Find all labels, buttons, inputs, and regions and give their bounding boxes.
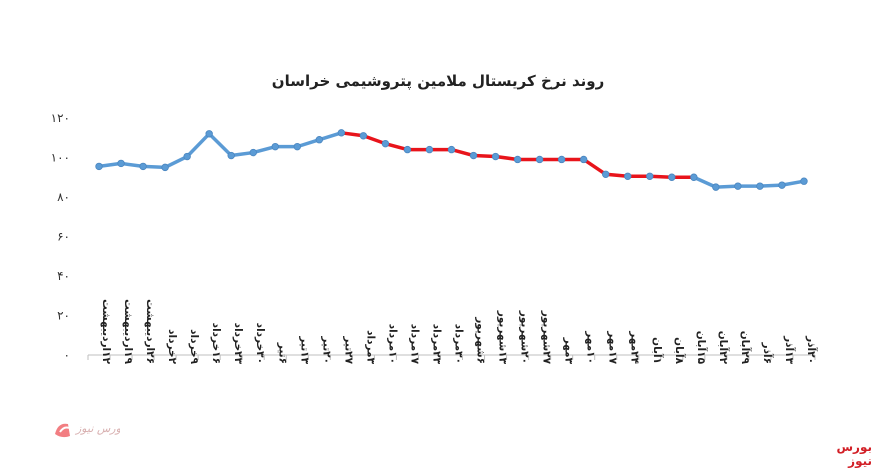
x-tick-label: ۲۰آذر <box>805 335 818 364</box>
x-tick-label: ۳مهر <box>563 337 575 365</box>
data-point <box>293 142 301 151</box>
data-point <box>425 145 434 154</box>
data-point <box>513 155 522 164</box>
data-point <box>95 162 103 171</box>
data-point <box>624 172 632 180</box>
data-point <box>117 159 125 168</box>
data-point <box>690 173 698 181</box>
bourse-news-logo-icon: بورس نیوز <box>55 422 120 438</box>
data-point <box>491 152 500 161</box>
x-tick-label: ۳مرداد <box>364 330 376 364</box>
data-point <box>205 130 213 138</box>
x-tick-label: ۸آبان <box>673 337 686 364</box>
y-tick-label: ۴۰ <box>57 269 70 283</box>
data-point <box>337 129 346 137</box>
x-tick-label: ۲۷تیر <box>342 335 354 364</box>
x-tick-label: ۱۶خرداد <box>210 323 222 364</box>
svg-text:بورس نیوز: بورس نیوز <box>74 422 120 435</box>
data-point <box>646 172 654 180</box>
data-point <box>249 148 257 157</box>
y-tick-label: ۱۲۰ <box>51 111 70 125</box>
data-point <box>381 139 390 148</box>
y-tick-label: ۱۰۰ <box>51 151 70 165</box>
data-point <box>403 145 412 154</box>
series-segment <box>692 175 806 189</box>
y-tick-label: ۲۰ <box>57 309 70 323</box>
data-point <box>778 181 786 189</box>
x-tick-label: ۲۳مرداد <box>430 324 442 365</box>
data-point <box>315 136 324 144</box>
data-point <box>227 151 235 160</box>
series-segment <box>339 131 696 179</box>
x-tick-label: ۱۳آذر <box>783 335 796 364</box>
x-tick-label: ۱۹اردیبهشت <box>122 299 134 364</box>
data-point <box>447 145 456 154</box>
x-tick-label: ۱۰مرداد <box>386 324 398 364</box>
series-segment <box>97 131 344 170</box>
x-tick-label: ۱۳شهریور <box>497 310 509 365</box>
data-point <box>535 155 544 164</box>
data-point <box>579 155 588 164</box>
x-tick-label: ۱۳تیر <box>298 335 310 364</box>
x-tick-label: ۳۰مرداد <box>453 324 465 364</box>
x-tick-label: ۲۰تیر <box>320 335 332 364</box>
data-point <box>668 173 676 181</box>
series-line <box>97 131 806 189</box>
x-tick-label: ۲۴مهر <box>629 330 641 364</box>
x-axis: ۱۲اردیبهشت ۱۹اردیبهشت ۲۶اردیبهشت ۲خرداد ۹خرد… <box>87 299 818 365</box>
data-point <box>161 163 169 172</box>
data-point <box>139 162 147 171</box>
data-point <box>712 183 720 191</box>
data-point <box>271 142 279 151</box>
x-tick-label: ۶تیر <box>276 342 288 364</box>
y-tick-label: ۰ <box>64 348 70 362</box>
x-tick-label: ۲خرداد <box>166 329 178 364</box>
data-point <box>183 152 191 161</box>
x-tick-label: ۱۷مهر <box>607 330 619 364</box>
chart-title: روند نرخ کریستال ملامین پتروشیمی خراسان <box>272 72 604 91</box>
x-tick-label: ۲۷شهریور <box>541 310 553 365</box>
x-tick-label: ۲۰شهریور <box>519 310 531 364</box>
x-tick-label: ۱۵آبان <box>695 331 708 365</box>
data-point <box>800 177 808 185</box>
data-point <box>359 132 368 140</box>
x-tick-label: ۱۲اردیبهشت <box>100 299 112 364</box>
x-tick-label: ۲۲آبان <box>717 331 730 365</box>
x-tick-label: ۹خرداد <box>188 329 200 364</box>
data-point <box>557 155 566 164</box>
data-point <box>469 151 478 160</box>
x-tick-label: ۱آبان <box>651 337 664 364</box>
x-tick-label: ۱۰مهر <box>585 330 597 364</box>
x-tick-label: ۱۷مرداد <box>408 324 420 365</box>
x-tick-label: ۲۶اردیبهشت <box>144 299 156 364</box>
data-point <box>734 182 742 190</box>
x-tick-label: ۲۹آبان <box>739 331 752 365</box>
data-point <box>756 182 764 190</box>
y-tick-label: ۸۰ <box>57 190 70 204</box>
x-tick-label: ۶آذر <box>761 342 774 364</box>
x-tick-label: ۲۳خرداد <box>232 323 244 365</box>
series-markers <box>95 129 808 191</box>
y-axis: ۰ ۲۰ ۴۰ ۶۰ ۸۰ ۱۰۰ ۱۲۰ <box>51 111 70 362</box>
x-tick-label: ۳۰خرداد <box>254 323 266 364</box>
x-tick-label: ۶شهریور <box>475 316 487 364</box>
data-point <box>602 170 610 178</box>
y-tick-label: ۶۰ <box>57 230 70 244</box>
